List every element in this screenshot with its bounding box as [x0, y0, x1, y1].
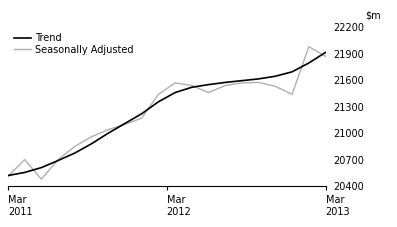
Trend: [56, 159, 60, 162]
Seasonally Adjusted: [22, 158, 27, 161]
Trend: [89, 142, 94, 145]
Trend: [173, 91, 177, 94]
Seasonally Adjusted: [223, 84, 227, 87]
Seasonally Adjusted: [306, 45, 311, 48]
Seasonally Adjusted: [123, 123, 127, 126]
Legend: Trend, Seasonally Adjusted: Trend, Seasonally Adjusted: [13, 32, 135, 56]
Seasonally Adjusted: [206, 91, 211, 94]
Trend: [223, 81, 227, 84]
Seasonally Adjusted: [273, 85, 278, 88]
Line: Seasonally Adjusted: Seasonally Adjusted: [8, 47, 326, 179]
Seasonally Adjusted: [56, 158, 60, 161]
Trend: [22, 171, 27, 174]
Trend: [273, 75, 278, 78]
Seasonally Adjusted: [189, 84, 194, 87]
Trend: [206, 83, 211, 86]
Trend: [156, 101, 161, 103]
Trend: [256, 78, 261, 80]
Seasonally Adjusted: [139, 117, 144, 120]
Seasonally Adjusted: [290, 93, 295, 96]
Seasonally Adjusted: [156, 93, 161, 96]
Trend: [39, 166, 44, 169]
Trend: [106, 132, 111, 135]
Trend: [306, 62, 311, 64]
Trend: [323, 51, 328, 54]
Trend: [290, 70, 295, 73]
Trend: [139, 112, 144, 115]
Seasonally Adjusted: [323, 55, 328, 58]
Seasonally Adjusted: [39, 178, 44, 180]
Seasonally Adjusted: [256, 81, 261, 84]
Seasonally Adjusted: [239, 81, 244, 84]
Trend: [189, 86, 194, 89]
Seasonally Adjusted: [89, 135, 94, 138]
Trend: [123, 122, 127, 125]
Trend: [239, 79, 244, 82]
Seasonally Adjusted: [106, 128, 111, 131]
Seasonally Adjusted: [173, 81, 177, 84]
Seasonally Adjusted: [6, 175, 10, 178]
Trend: [72, 152, 77, 154]
Seasonally Adjusted: [72, 145, 77, 148]
Line: Trend: Trend: [8, 52, 326, 175]
Trend: [6, 174, 10, 177]
Y-axis label: $m: $m: [365, 11, 381, 21]
